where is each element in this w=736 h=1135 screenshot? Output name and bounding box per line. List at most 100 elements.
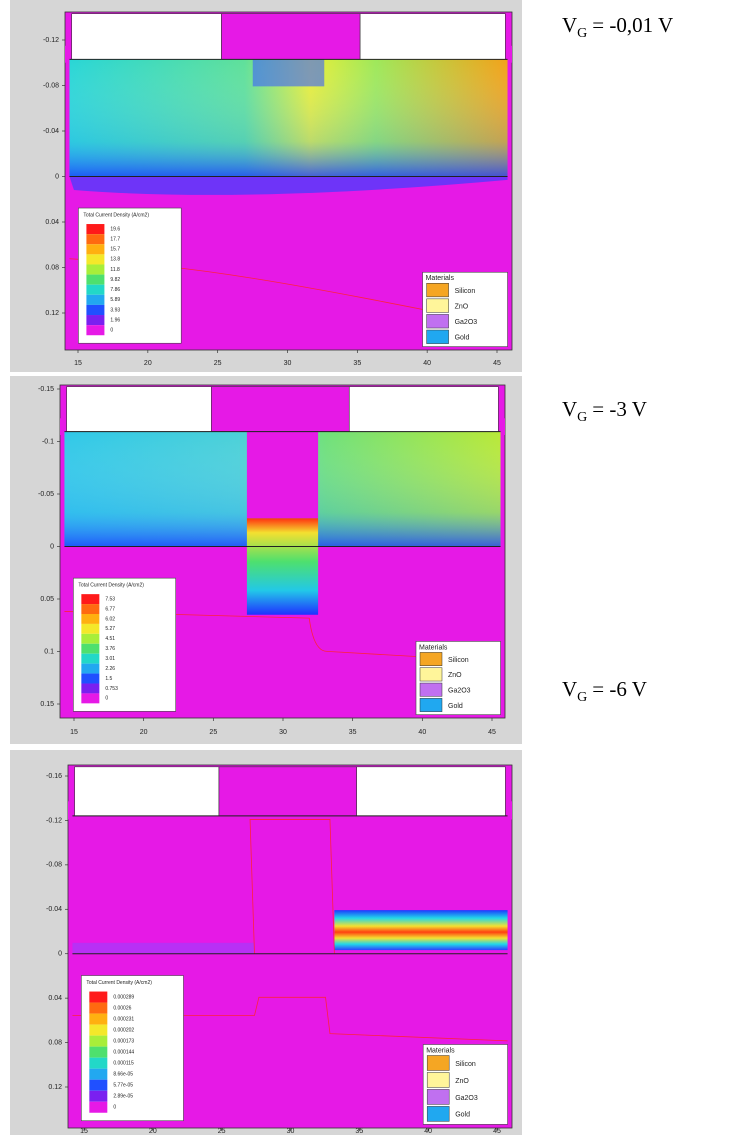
legend-swatch xyxy=(89,1035,108,1047)
legend-value: 3.01 xyxy=(105,656,115,662)
material-name: Ga2O3 xyxy=(455,1095,478,1102)
depletion xyxy=(69,176,508,195)
legend-value: 2.26 xyxy=(105,666,115,672)
legend-value: 11.8 xyxy=(110,267,120,273)
y-tick-label: -0.05 xyxy=(38,491,54,498)
bias-symbol: V xyxy=(562,677,577,701)
legend-value: 6.02 xyxy=(105,616,115,622)
material-name: Gold xyxy=(455,335,470,342)
legend-swatch xyxy=(86,224,105,235)
material-name: Gold xyxy=(455,1112,470,1119)
gold-pad xyxy=(498,418,505,435)
x-tick-label: 20 xyxy=(149,1128,157,1135)
materials-title: Materials xyxy=(419,644,448,651)
x-tick-label: 30 xyxy=(287,1128,295,1135)
y-tick-label: 0.04 xyxy=(45,219,59,226)
bias-value: = -6 V xyxy=(592,677,647,701)
legend-swatch xyxy=(89,1079,108,1091)
legend-swatch xyxy=(89,1024,108,1036)
legend-value: 0.000202 xyxy=(113,1027,134,1033)
legend-swatch xyxy=(86,234,105,245)
legend-value: 7.86 xyxy=(110,287,120,293)
bias-subscript: G xyxy=(577,690,587,705)
y-tick-label: -0.15 xyxy=(38,386,54,393)
bias-subscript: G xyxy=(577,26,587,41)
materials-title: Materials xyxy=(426,275,455,282)
material-name: Silicon xyxy=(455,288,476,295)
electrode xyxy=(66,386,212,432)
y-tick-label: 0.08 xyxy=(45,264,59,271)
gate xyxy=(211,386,350,432)
gate-recess xyxy=(246,431,319,519)
material-swatch xyxy=(419,682,443,697)
legend-value: 13.8 xyxy=(110,257,120,263)
legend-value: 8.66e-05 xyxy=(113,1072,133,1078)
legend-value: 3.93 xyxy=(110,307,120,313)
x-tick-label: 45 xyxy=(493,360,501,367)
y-tick-label: 0.15 xyxy=(40,701,54,708)
bias-symbol: V xyxy=(562,397,577,421)
legend-value: 3.76 xyxy=(105,646,115,652)
material-name: ZnO xyxy=(455,303,469,310)
x-tick-label: 25 xyxy=(218,1128,226,1135)
material-name: Silicon xyxy=(448,657,469,664)
legend-value: 0.000289 xyxy=(113,994,134,1000)
legend-value: 4.51 xyxy=(105,636,115,642)
material-swatch xyxy=(426,1072,450,1088)
bias-value: = -0,01 V xyxy=(592,13,673,37)
legend-swatch xyxy=(81,653,100,664)
y-tick-label: -0.16 xyxy=(46,773,62,780)
legend-value: 0.753 xyxy=(105,686,118,692)
legend-swatch xyxy=(89,991,108,1003)
y-tick-label: -0.04 xyxy=(43,128,59,135)
legend-value: 0 xyxy=(105,696,108,702)
x-tick-label: 15 xyxy=(74,360,82,367)
material-name: Ga2O3 xyxy=(448,688,471,695)
panel: -0.16 -0.12 -0.08 -0.04 0 0.04 0.08 0.12 15 20 25 3… xyxy=(10,677,647,1135)
legend-swatch xyxy=(81,594,100,605)
channel-left xyxy=(72,942,255,954)
x-tick-label: 35 xyxy=(349,729,357,736)
legend-value: 0.000173 xyxy=(113,1038,134,1044)
legend-value: 2.89e-05 xyxy=(113,1094,133,1100)
y-tick-label: -0.12 xyxy=(43,37,59,44)
x-tick-label: 45 xyxy=(493,1128,501,1135)
legend-swatch xyxy=(89,1090,108,1102)
legend-value: 15.7 xyxy=(110,247,120,253)
legend-title: Total Current Density (A/cm2) xyxy=(86,980,152,986)
legend-swatch xyxy=(89,1057,108,1069)
legend-swatch xyxy=(81,604,100,614)
x-tick-label: 40 xyxy=(424,1128,432,1135)
legend-swatch xyxy=(81,693,100,704)
material-swatch xyxy=(426,1106,450,1122)
legend-value: 19.6 xyxy=(110,226,120,232)
material-swatch xyxy=(426,329,449,344)
y-tick-label: 0 xyxy=(55,173,59,180)
gold-pad xyxy=(505,801,512,820)
gold-pad xyxy=(505,45,512,63)
legend-swatch xyxy=(86,284,105,295)
y-tick-label: 0.12 xyxy=(48,1084,62,1091)
material-name: Gold xyxy=(448,703,463,710)
legend-swatch xyxy=(86,315,105,326)
legend-swatch xyxy=(81,643,100,654)
legend-value: 5.77e-05 xyxy=(113,1083,133,1089)
material-name: Silicon xyxy=(455,1061,476,1068)
material-name: ZnO xyxy=(448,672,462,679)
panel: -0.15 -0.1 -0.05 0 0.05 0.1 0.15 15 20 25 30 35 40 45… xyxy=(10,376,647,744)
material-swatch xyxy=(419,667,443,682)
recess xyxy=(252,59,325,87)
legend-value: 0.000231 xyxy=(113,1016,134,1022)
material-swatch xyxy=(426,298,449,313)
legend-swatch xyxy=(81,683,100,694)
potential-line xyxy=(72,819,508,1042)
x-tick-label: 45 xyxy=(488,729,496,736)
electrode xyxy=(359,13,506,60)
x-tick-label: 30 xyxy=(284,360,292,367)
legend-value: 7.53 xyxy=(105,596,115,602)
legend-value: 0 xyxy=(113,1105,116,1111)
legend-value: 5.27 xyxy=(105,626,115,632)
y-tick-label: 0 xyxy=(58,951,62,958)
legend-swatch xyxy=(81,633,100,644)
